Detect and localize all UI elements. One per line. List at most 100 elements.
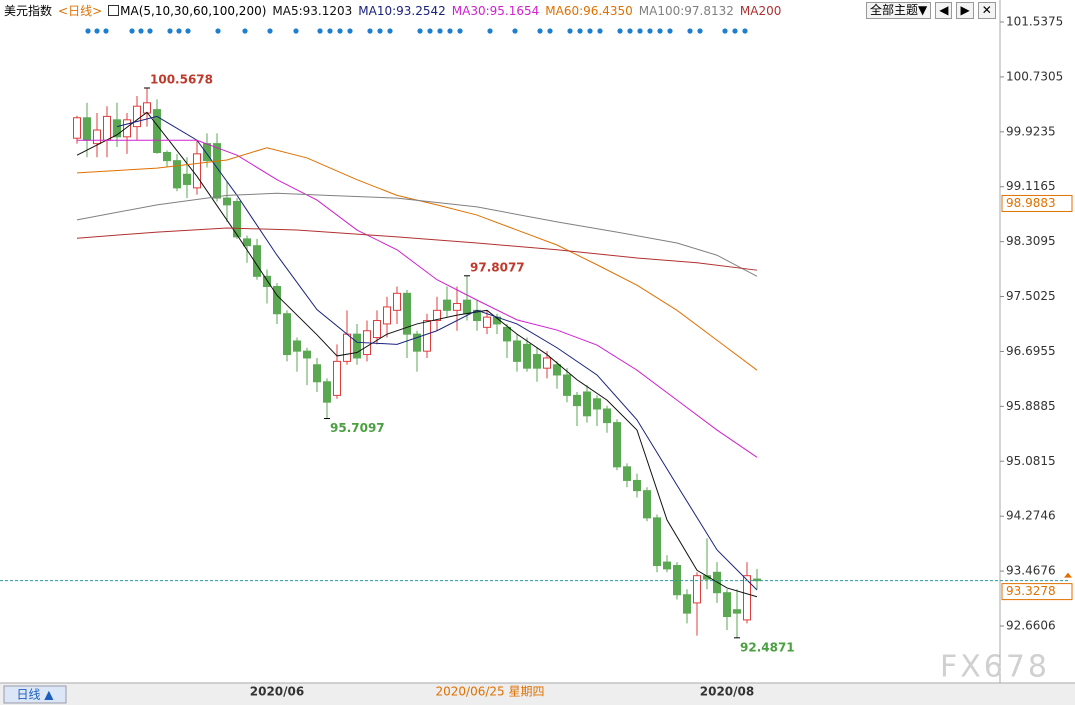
signal-dot xyxy=(577,28,583,34)
period-button[interactable] xyxy=(3,685,67,704)
signal-dot xyxy=(103,28,109,34)
candle-body xyxy=(283,313,291,356)
signal-dot xyxy=(487,28,493,34)
next-button[interactable]: ▶ xyxy=(956,2,974,19)
y-tick-label: 101.5375 xyxy=(1006,15,1063,29)
candle-body xyxy=(653,517,661,566)
candle-body xyxy=(123,119,131,138)
legend-entry: MA10:93.2542 xyxy=(358,3,446,18)
signal-dot xyxy=(85,28,91,34)
price-arrow xyxy=(1064,572,1072,578)
candle-body xyxy=(593,398,601,410)
signal-dot xyxy=(147,28,153,34)
period: <日线> xyxy=(58,4,103,18)
signal-dot xyxy=(647,28,653,34)
candle-body xyxy=(503,326,511,342)
y-tick-label: 95.8885 xyxy=(1006,399,1056,413)
candle-body xyxy=(213,143,221,199)
period-button-label[interactable]: 日线 ▲ xyxy=(16,688,54,702)
candle-body xyxy=(603,408,611,424)
candle-body xyxy=(83,117,91,141)
candle-body xyxy=(563,374,571,396)
y-tick-label: 99.9235 xyxy=(1006,124,1056,138)
candle-body xyxy=(633,479,641,492)
signal-dot xyxy=(215,28,221,34)
indicator: MA(5,10,30,60,100,200) xyxy=(120,3,267,18)
legend-entry: MA60:96.4350 xyxy=(545,3,633,18)
y-tick-label: 94.2746 xyxy=(1006,509,1056,523)
candle-body xyxy=(103,115,111,141)
candle-body xyxy=(313,364,321,383)
signal-dot xyxy=(138,28,144,34)
x-axis-bar xyxy=(0,683,1075,705)
signal-dot xyxy=(94,28,100,34)
candle-body xyxy=(543,357,551,369)
signal-dot xyxy=(437,28,443,34)
candle-body xyxy=(533,354,541,369)
close-button[interactable]: ✕ xyxy=(977,2,996,19)
signal-dot xyxy=(537,28,543,34)
candle-body xyxy=(163,151,171,162)
signal-dot xyxy=(167,28,173,34)
candle-body xyxy=(273,286,281,315)
candle-body xyxy=(143,102,151,114)
candle-body xyxy=(683,594,691,614)
candle-body xyxy=(723,592,731,618)
signal-dot xyxy=(337,28,343,34)
candle-body xyxy=(233,200,241,238)
prev-button[interactable]: ◀ xyxy=(935,2,953,19)
annotation-label: 92.4871 xyxy=(740,640,795,654)
watermark: FX678 xyxy=(940,650,1050,685)
legend-entry: MA5:93.1203 xyxy=(272,3,353,18)
indicator-icon[interactable] xyxy=(108,5,120,16)
signal-dot xyxy=(417,28,423,34)
price-box xyxy=(1001,583,1073,601)
candle-body xyxy=(413,333,421,352)
ma-line xyxy=(76,111,758,598)
title: 美元指数 xyxy=(4,4,53,18)
legend-entry: MA100:97.8132 xyxy=(638,3,734,18)
signal-dot xyxy=(657,28,663,34)
candle-body xyxy=(383,306,391,325)
candle-body xyxy=(623,466,631,481)
y-tick-label: 95.0815 xyxy=(1006,454,1056,468)
x-tick-label: 2020/08 xyxy=(700,685,754,699)
candle-body xyxy=(253,245,261,277)
signal-dot xyxy=(347,28,353,34)
candle-body xyxy=(643,490,651,519)
signal-dot xyxy=(457,28,463,34)
signal-dot xyxy=(185,28,191,34)
candle-body xyxy=(173,160,181,189)
annotation-label: 97.8077 xyxy=(470,260,525,274)
candle-body xyxy=(733,609,741,614)
signal-dot xyxy=(687,28,693,34)
candle-body xyxy=(113,119,121,138)
ma-line xyxy=(116,115,758,591)
y-tick-label: 98.3095 xyxy=(1006,234,1056,248)
candle-body xyxy=(523,343,531,369)
candle-body xyxy=(693,575,701,604)
candle-body xyxy=(483,316,491,328)
theme-button[interactable]: 全部主题▼ xyxy=(866,2,932,19)
candle-body xyxy=(373,320,381,339)
signal-dot xyxy=(617,28,623,34)
signal-dot xyxy=(267,28,273,34)
annotation-label: 95.7097 xyxy=(330,421,385,435)
candle-body xyxy=(403,292,411,335)
candle-body xyxy=(263,275,271,288)
candle-body xyxy=(573,394,581,407)
ma-line xyxy=(76,192,758,277)
candle-body xyxy=(433,309,441,322)
candle-body xyxy=(183,173,191,185)
y-tick-label: 100.7305 xyxy=(1006,69,1063,83)
annotation-label: 100.5678 xyxy=(150,72,213,86)
candle-body xyxy=(223,197,231,206)
x-tick-label: 2020/06 xyxy=(250,685,304,699)
candle-body xyxy=(343,333,351,362)
candle-body xyxy=(463,299,471,315)
signal-dot xyxy=(547,28,553,34)
last-price-label: 93.3278 xyxy=(1006,584,1056,598)
signal-dot xyxy=(129,28,135,34)
signal-dot xyxy=(293,28,299,34)
legend: 美元指数 <日线> MA(5,10,30,60,100,200) MA5:93.… xyxy=(4,2,781,19)
